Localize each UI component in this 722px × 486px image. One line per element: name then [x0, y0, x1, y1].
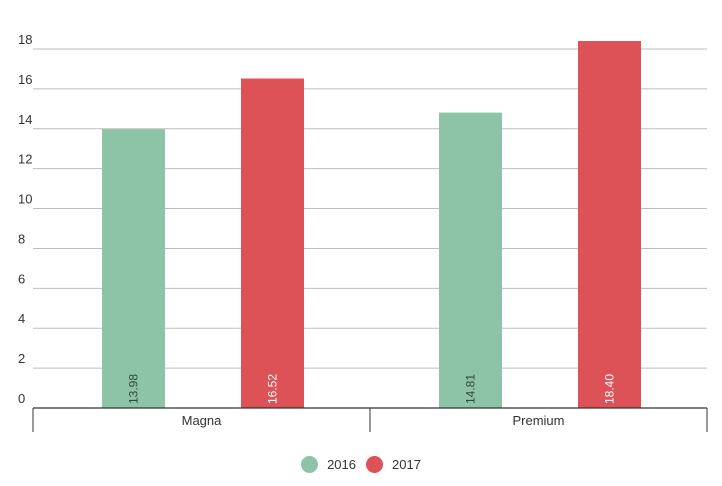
- legend-swatch: [366, 456, 383, 473]
- y-tick-label: 10: [18, 192, 32, 207]
- x-axis-category-labels: Magna Premium: [182, 413, 565, 428]
- bar-data-label: 18.40: [603, 374, 617, 404]
- y-tick-label: 4: [18, 311, 25, 326]
- y-tick-label: 0: [18, 391, 25, 406]
- y-tick-label: 16: [18, 72, 32, 87]
- legend-item-2017[interactable]: 2017: [366, 456, 421, 473]
- x-category-label: Premium: [512, 413, 564, 428]
- bar-2016-premium: [439, 112, 502, 409]
- y-axis-tick-labels: 0 2 4 6 8 10 12 14 16 18: [18, 32, 32, 406]
- bar-2017-premium: [578, 41, 641, 409]
- bar-data-labels: 13.98 16.52 14.81 18.40: [127, 374, 617, 404]
- bar-2017-magna: [241, 78, 304, 409]
- bar-data-label: 16.52: [266, 374, 280, 404]
- bar-2016-magna: [102, 129, 165, 408]
- legend: 2016 2017: [0, 456, 722, 473]
- x-axis: [32, 407, 708, 432]
- legend-label: 2017: [392, 457, 421, 472]
- y-tick-label: 2: [18, 351, 25, 366]
- legend-label: 2016: [327, 457, 356, 472]
- legend-swatch: [301, 456, 319, 473]
- y-tick-label: 12: [18, 152, 32, 167]
- bar-data-label: 13.98: [127, 374, 141, 404]
- y-tick-label: 6: [18, 271, 25, 286]
- x-category-label: Magna: [182, 413, 223, 428]
- legend-item-2016[interactable]: 2016: [301, 456, 356, 473]
- bar-data-label: 14.81: [464, 374, 478, 404]
- y-tick-label: 14: [18, 112, 32, 127]
- y-tick-label: 8: [18, 231, 25, 246]
- y-tick-label: 18: [18, 32, 32, 47]
- bars: [102, 41, 641, 409]
